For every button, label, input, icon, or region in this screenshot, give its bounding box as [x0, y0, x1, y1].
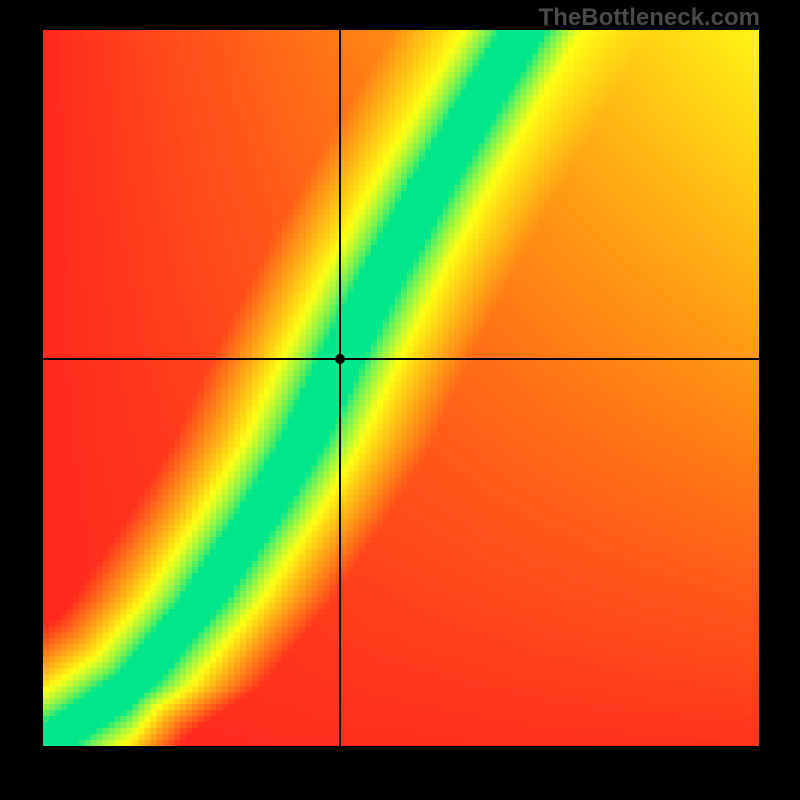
watermark-text: TheBottleneck.com [539, 4, 760, 32]
plot-area [43, 30, 759, 746]
heatmap-canvas [43, 30, 759, 746]
frame: TheBottleneck.com [0, 0, 800, 800]
